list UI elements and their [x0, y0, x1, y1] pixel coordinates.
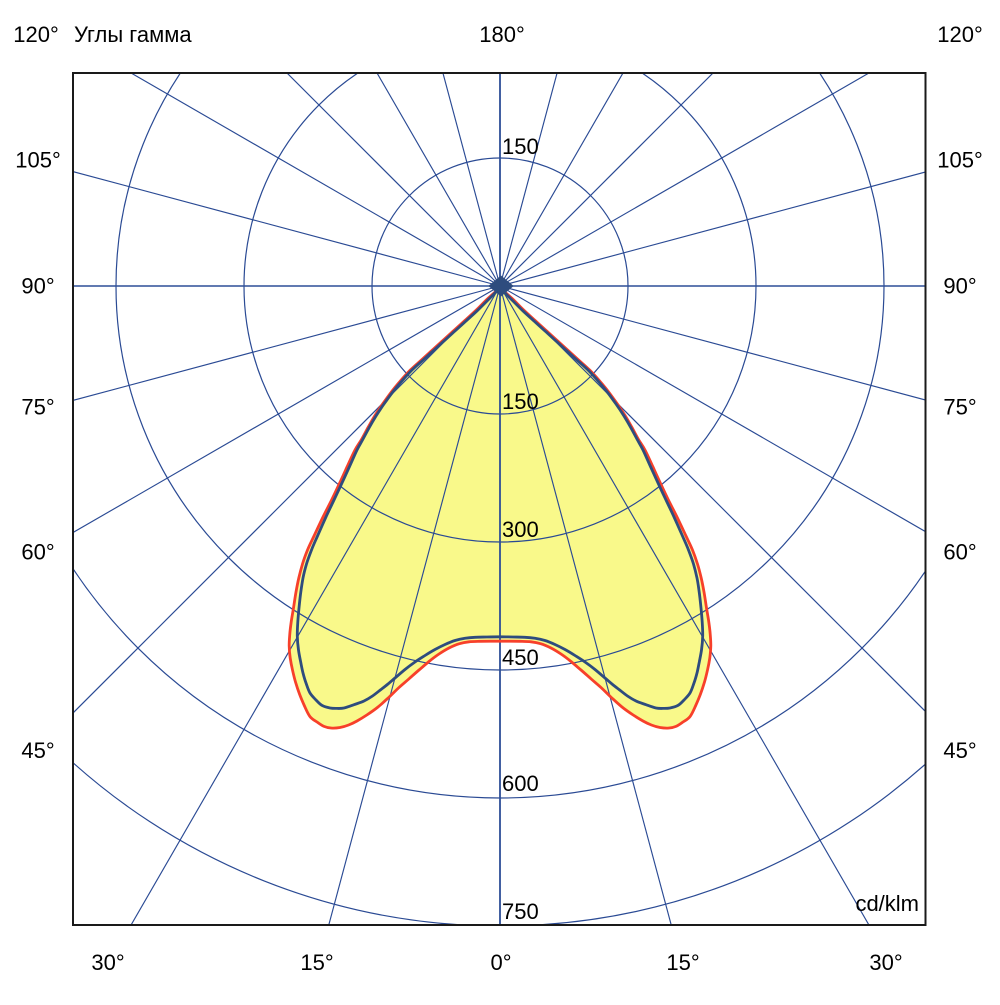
svg-text:45°: 45° — [21, 738, 54, 763]
svg-text:750: 750 — [502, 899, 539, 924]
svg-text:cd/klm: cd/klm — [855, 891, 919, 916]
svg-text:150: 150 — [502, 389, 539, 414]
svg-text:75°: 75° — [21, 395, 54, 420]
svg-text:150: 150 — [502, 134, 539, 159]
svg-text:90°: 90° — [943, 274, 976, 299]
svg-text:600: 600 — [502, 771, 539, 796]
svg-text:105°: 105° — [937, 148, 983, 173]
svg-text:90°: 90° — [21, 274, 54, 299]
svg-text:60°: 60° — [943, 540, 976, 565]
svg-text:120°: 120° — [13, 22, 59, 47]
svg-text:15°: 15° — [666, 950, 699, 975]
svg-text:75°: 75° — [943, 395, 976, 420]
svg-text:30°: 30° — [91, 950, 124, 975]
svg-text:450: 450 — [502, 645, 539, 670]
svg-text:120°: 120° — [937, 22, 983, 47]
svg-text:30°: 30° — [869, 950, 902, 975]
svg-text:0°: 0° — [490, 950, 511, 975]
svg-text:300: 300 — [502, 517, 539, 542]
svg-text:15°: 15° — [300, 950, 333, 975]
svg-text:180°: 180° — [479, 22, 525, 47]
svg-text:Углы гамма: Углы гамма — [74, 22, 192, 47]
svg-text:60°: 60° — [21, 540, 54, 565]
svg-text:105°: 105° — [15, 148, 61, 173]
svg-text:45°: 45° — [943, 738, 976, 763]
